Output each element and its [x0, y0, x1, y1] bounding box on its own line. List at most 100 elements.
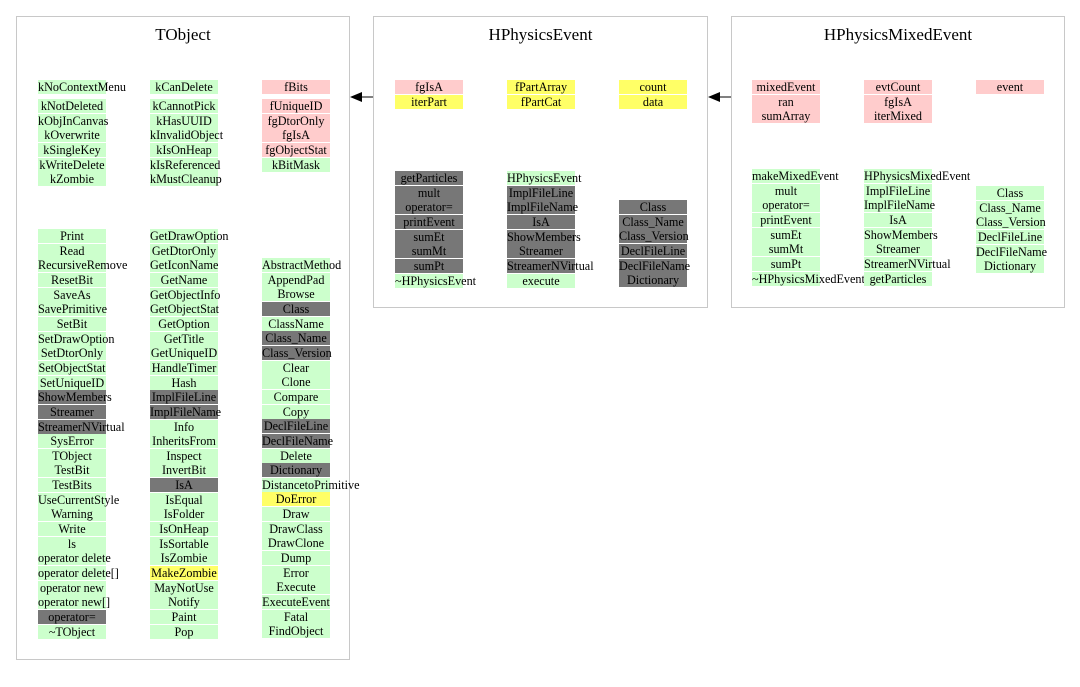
member-cell: kBitMask: [262, 157, 330, 172]
member-cell: Class: [976, 186, 1044, 200]
member-cell: Print: [38, 229, 106, 243]
member-cell: Info: [150, 419, 218, 434]
class-box-hphysicsmixedevent: HPhysicsMixedEvent mixedEvent ran sumArray…: [731, 16, 1065, 308]
member-cell: kMustCleanup: [150, 172, 222, 187]
member-cell: AppendPad: [262, 272, 330, 287]
member-cell: Streamer: [864, 242, 932, 257]
member-cell: SetObjectStat: [38, 360, 106, 375]
member-cell: Class_Name: [262, 331, 330, 346]
member-cell: ~HPhysicsEvent: [395, 273, 477, 288]
member-cell: Fatal: [262, 609, 330, 624]
member-cell: ExecuteEvent: [262, 595, 330, 609]
member-cell: ~HPhysicsMixedEvent: [752, 271, 865, 286]
member-cell: ImplFileLine: [864, 183, 932, 198]
member-cell: Class: [619, 200, 687, 214]
member-cell: UseCurrentStyle: [38, 492, 120, 507]
member-cell: GetDrawOption: [150, 229, 229, 243]
member-cell: SetDrawOption: [38, 331, 115, 346]
member-cell: ImplFileLine: [150, 390, 218, 405]
member-cell: GetObjectInfo: [150, 287, 221, 302]
member-cell: IsZombie: [150, 551, 218, 566]
member-cell: DrawClass: [262, 521, 330, 536]
member-cell: DeclFileName: [976, 244, 1048, 259]
member-cell: Class_Version: [976, 215, 1046, 230]
member-cell: IsA: [150, 478, 218, 493]
member-cell: Class_Name: [976, 200, 1044, 215]
member-cell: sumMt: [752, 242, 820, 257]
member-cell: kWriteDelete: [38, 157, 106, 172]
member-cell: Execute: [262, 580, 330, 595]
member-cell: kOverwrite: [38, 128, 106, 143]
member-cell: operator delete: [38, 551, 111, 566]
member-cell: ran: [752, 94, 820, 109]
member-cell: printEvent: [395, 214, 463, 229]
member-cell: kIsOnHeap: [150, 143, 218, 157]
member-cell: ShowMembers: [507, 229, 581, 244]
member-cell: getParticles: [864, 271, 932, 286]
member-cell: HandleTimer: [150, 360, 218, 375]
member-cell: HPhysicsEvent: [507, 171, 582, 185]
class-title: HPhysicsEvent: [488, 25, 593, 44]
member-cell: Copy: [262, 404, 330, 419]
member-cell: StreamerNVirtual: [864, 256, 951, 271]
member-cell: ImplFileName: [150, 404, 222, 419]
class-box-tobject: TObject kNoContextMenu kNotDeleted kObjInC…: [16, 16, 359, 660]
member-cell: IsA: [507, 214, 575, 229]
member-cell: TObject: [38, 448, 106, 463]
member-cell: IsFolder: [150, 507, 218, 522]
member-cell: operator=: [38, 609, 106, 624]
member-cell: fBits: [262, 80, 330, 94]
member-cell: mult: [752, 183, 820, 198]
member-cell: Write: [38, 522, 106, 536]
member-cell: GetTitle: [150, 331, 218, 346]
member-cell: ImplFileLine: [507, 185, 575, 200]
member-cell: kSingleKey: [38, 143, 106, 157]
member-cell: GetIconName: [150, 258, 219, 273]
member-cell: Warning: [38, 507, 106, 522]
member-cell: ShowMembers: [38, 390, 112, 405]
member-cell: ls: [38, 536, 106, 551]
member-cell: ShowMembers: [864, 227, 938, 242]
member-cell: DeclFileName: [262, 433, 334, 448]
member-cell: IsOnHeap: [150, 522, 218, 536]
inheritance-arrowhead: [708, 92, 720, 102]
member-cell: mult: [395, 185, 463, 200]
class-title: HPhysicsMixedEvent: [823, 25, 973, 44]
member-cell: DeclFileLine: [262, 419, 330, 434]
member-cell: Clone: [262, 375, 330, 390]
member-cell: GetOption: [150, 316, 218, 331]
member-cell: SetDtorOnly: [38, 346, 106, 361]
member-cell: MakeZombie: [150, 566, 218, 580]
member-cell: Clear: [262, 360, 330, 375]
member-cell: sumArray: [752, 109, 820, 124]
member-cell: operator=: [395, 200, 463, 215]
member-cell: TestBits: [38, 478, 106, 493]
member-cell: count: [619, 80, 687, 94]
member-cell: StreamerNVirtual: [507, 258, 594, 273]
member-cell: Hash: [150, 375, 218, 390]
member-cell: MayNotUse: [150, 580, 218, 595]
inheritance-arrowhead: [350, 92, 362, 102]
member-cell: kIsReferenced: [150, 157, 221, 172]
member-cell: getParticles: [395, 171, 463, 185]
member-cell: SaveAs: [38, 287, 106, 302]
member-cell: Notify: [150, 595, 218, 610]
member-cell: fPartArray: [507, 80, 575, 94]
member-cell: fPartCat: [507, 94, 575, 109]
member-cell: sumMt: [395, 244, 463, 259]
member-cell: GetUniqueID: [150, 346, 218, 361]
member-cell: Paint: [150, 609, 218, 624]
member-cell: ClassName: [262, 316, 330, 331]
member-cell: DeclFileLine: [619, 243, 687, 258]
member-cell: sumEt: [752, 227, 820, 242]
member-cell: sumEt: [395, 229, 463, 244]
member-cell: IsA: [864, 212, 932, 227]
member-cell: Class_Name: [619, 214, 687, 229]
member-cell: Class: [262, 301, 330, 316]
member-cell: SetUniqueID: [38, 375, 106, 390]
member-cell: Read: [38, 243, 106, 258]
member-cell: Browse: [262, 287, 330, 302]
class-title: TObject: [155, 25, 211, 44]
member-cell: AbstractMethod: [262, 258, 342, 272]
